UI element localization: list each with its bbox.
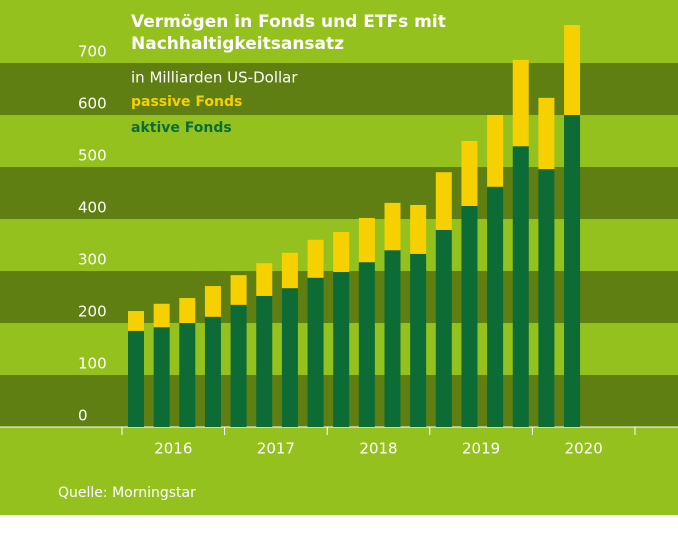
bar-segment	[307, 239, 324, 278]
bar-segment	[307, 277, 324, 427]
bar-segment	[153, 303, 170, 328]
bar-segment	[179, 298, 196, 323]
bar-segment	[281, 288, 298, 427]
bar-segment	[564, 25, 581, 115]
bar-segment	[153, 327, 170, 427]
y-tick-label: 700	[78, 43, 107, 61]
bar-segment	[461, 206, 478, 427]
bar-segment	[256, 295, 273, 427]
bar-segment	[230, 275, 247, 305]
chart-subtitle: in Milliarden US-Dollar	[131, 69, 298, 87]
bar-segment	[128, 330, 144, 427]
bar-segment	[358, 217, 375, 263]
x-tick-label: 2016	[154, 440, 192, 458]
bar-segment	[358, 262, 375, 427]
bar-segment	[281, 252, 298, 289]
legend-label: passive Fonds	[131, 94, 242, 110]
bar-segment	[204, 316, 221, 427]
bar-segment	[333, 272, 350, 427]
bar-segment	[204, 286, 221, 317]
bar-segment	[512, 59, 529, 147]
x-tick-label: 2018	[359, 440, 397, 458]
bar-segment	[128, 311, 144, 331]
bar-segment	[435, 172, 452, 230]
y-tick-label: 0	[78, 407, 88, 425]
bar-segment	[512, 146, 529, 427]
y-tick-label: 100	[78, 355, 107, 373]
y-tick-label: 500	[78, 147, 107, 165]
bar-segment	[179, 323, 196, 427]
source: Quelle: Morningstar	[58, 485, 196, 501]
bar-segment	[384, 202, 401, 251]
legend-label: aktive Fonds	[131, 120, 232, 136]
bar-segment	[564, 115, 581, 427]
bar-segment	[538, 97, 555, 170]
x-tick-label: 2017	[257, 440, 295, 458]
bar-segment	[256, 263, 273, 296]
y-tick-label: 200	[78, 303, 107, 321]
y-tick-label: 600	[78, 95, 107, 113]
bar-segment	[410, 253, 427, 427]
bar-segment	[487, 115, 504, 187]
y-tick-label: 300	[78, 251, 107, 269]
bar-segment	[487, 186, 504, 427]
x-tick-label: 2019	[462, 440, 500, 458]
marks	[0, 25, 678, 435]
bar-segment	[538, 169, 555, 427]
bar-segment	[230, 304, 247, 427]
bar-segment	[384, 250, 401, 427]
x-tick-label: 2020	[565, 440, 603, 458]
bar-segment	[435, 229, 452, 427]
y-tick-label: 400	[78, 199, 107, 217]
bar-segment	[410, 204, 427, 254]
bar-segment	[333, 232, 350, 273]
chart-title: Vermögen in Fonds und ETFs mit Nachhaltig…	[131, 12, 446, 54]
bar-segment	[461, 141, 478, 206]
